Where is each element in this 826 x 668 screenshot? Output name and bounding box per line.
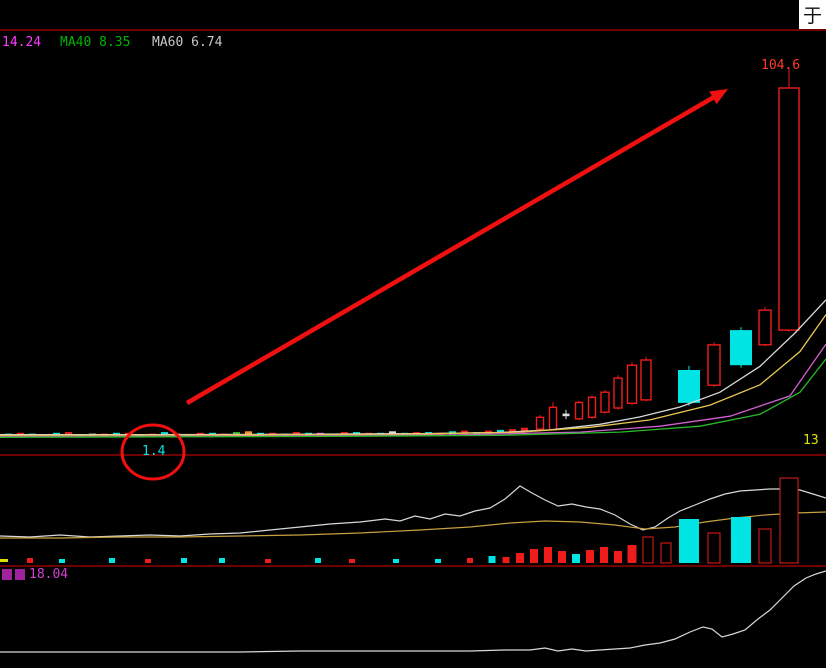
indicator-label-glyph xyxy=(2,569,12,580)
candle-body xyxy=(600,391,610,413)
volume-bar xyxy=(109,558,115,563)
ma-magenta xyxy=(0,343,826,438)
candle-body xyxy=(626,364,638,405)
annotation-arrowhead xyxy=(709,89,728,105)
volume-bar xyxy=(660,542,672,564)
candle xyxy=(461,430,468,434)
mid-white xyxy=(0,485,826,538)
candle xyxy=(521,427,528,432)
indicator-label-glyph xyxy=(15,569,25,580)
volume-bar xyxy=(544,547,552,563)
volume-bar xyxy=(758,528,772,564)
candle xyxy=(233,432,240,436)
candle xyxy=(509,429,516,433)
axis-tick-mark xyxy=(0,559,8,562)
mid-yellow xyxy=(0,511,826,539)
candle-body xyxy=(730,330,752,366)
volume-bar xyxy=(779,477,799,564)
candle xyxy=(161,432,168,436)
ma-value-label-2: MA40 8.35 xyxy=(60,35,131,50)
candle xyxy=(497,429,504,433)
annotation-circle xyxy=(120,423,186,481)
volume-bar xyxy=(502,557,510,563)
ma-white xyxy=(0,299,826,436)
candle-body xyxy=(758,309,772,346)
indicator-value-label: 18.04 xyxy=(29,567,69,582)
candle-body xyxy=(587,396,597,418)
volume-bar xyxy=(516,553,524,563)
volume-bar xyxy=(488,556,496,563)
volume-bar xyxy=(315,558,321,563)
candle-body xyxy=(778,87,800,331)
volume-bar xyxy=(731,517,751,563)
low-price-label: 1.4 xyxy=(142,444,166,459)
volume-bar xyxy=(614,551,622,563)
volume-bar xyxy=(679,519,699,563)
volume-bar xyxy=(265,559,271,563)
candle-body xyxy=(562,413,570,417)
volume-bar xyxy=(707,532,721,564)
candle xyxy=(245,431,252,435)
peak-price-label: 104.6 xyxy=(761,58,801,73)
volume-bar xyxy=(181,558,187,563)
ma-value-label-3: MA60 6.74 xyxy=(152,35,223,50)
annotation-arrow xyxy=(185,93,719,405)
volume-bar xyxy=(572,554,580,563)
candle-body xyxy=(613,377,623,409)
corner-widget[interactable]: 于 xyxy=(799,0,826,29)
volume-bar xyxy=(145,559,151,563)
candle xyxy=(293,432,300,436)
candle-body xyxy=(574,401,584,420)
volume-bar xyxy=(393,559,399,563)
volume-bar xyxy=(642,536,654,564)
ma-yellow xyxy=(0,314,826,437)
candle-body xyxy=(535,416,545,430)
volume-bar xyxy=(586,550,594,563)
volume-bar xyxy=(435,559,441,563)
volume-bar xyxy=(558,551,566,563)
volume-bar xyxy=(219,558,225,563)
candle-body xyxy=(640,359,652,401)
volume-bar xyxy=(467,558,473,563)
candle xyxy=(353,432,360,435)
candle xyxy=(65,432,72,436)
volume-bar xyxy=(627,545,637,563)
ma-value-label-1: 14.24 xyxy=(2,35,42,50)
volume-bar xyxy=(27,558,33,563)
volume-bar xyxy=(600,547,608,563)
volume-bar xyxy=(349,559,355,563)
candle xyxy=(389,431,396,435)
candle-body xyxy=(548,406,558,431)
right-price-label: 13 xyxy=(803,433,819,448)
bottom-indicator-line xyxy=(0,570,826,653)
candle-body xyxy=(707,344,721,386)
corner-widget-char: 于 xyxy=(802,5,822,27)
volume-bar xyxy=(530,549,538,563)
ma-green xyxy=(0,358,826,438)
candle-body xyxy=(678,370,700,403)
volume-bar xyxy=(59,559,65,563)
